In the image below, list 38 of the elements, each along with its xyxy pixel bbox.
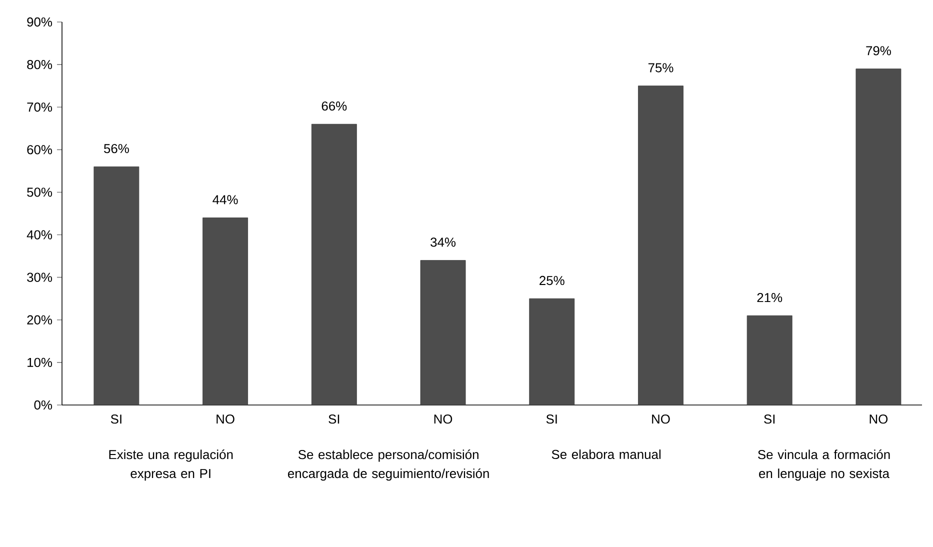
y-tick-label: 30%: [27, 272, 52, 282]
y-tick-label: 60%: [27, 145, 52, 154]
data-label: 56%: [104, 144, 129, 154]
y-tick-label: 70%: [27, 102, 52, 112]
bar: [202, 218, 248, 406]
y-tick-label: 20%: [27, 315, 52, 324]
y-tick-label: 80%: [27, 60, 52, 70]
y-tick-label: 40%: [26, 230, 52, 240]
y-tick-label: 0%: [34, 400, 52, 410]
bar: [94, 166, 140, 406]
x-tick-label: NO: [652, 414, 670, 424]
x-tick-label: NO: [434, 414, 452, 424]
text: Existe una regulación expresa en PI: [109, 450, 233, 481]
data-label: 25%: [540, 276, 564, 286]
y-tick-label: 50%: [27, 188, 52, 197]
data-label: 66%: [322, 101, 347, 111]
y-tick-label: 90%: [27, 17, 52, 27]
text: Se elabora manual: [552, 450, 660, 460]
x-tick-label: SI: [110, 414, 122, 424]
bar: [529, 298, 575, 406]
x-tick-label: SI: [328, 414, 340, 424]
bar: [420, 260, 466, 406]
data-label: 44%: [212, 195, 238, 204]
text: Se establece persona/comisión encargada de seguimiento/revisión: [288, 450, 489, 481]
bar: [746, 315, 792, 406]
bar: [856, 68, 902, 406]
data-label: 79%: [866, 46, 891, 56]
x-tick-label: SI: [546, 414, 557, 424]
x-tick-label: NO: [216, 414, 234, 424]
text: Se vincula a formación en lenguaje no sexista: [758, 450, 890, 481]
y-tick-label: 10%: [28, 358, 52, 368]
data-label: 34%: [430, 238, 456, 247]
data-label: 21%: [757, 292, 782, 302]
bar: [311, 124, 357, 406]
bar: [638, 86, 684, 406]
data-label: 75%: [648, 63, 674, 72]
x-tick-label: NO: [870, 414, 888, 424]
x-tick-label: SI: [764, 414, 775, 424]
